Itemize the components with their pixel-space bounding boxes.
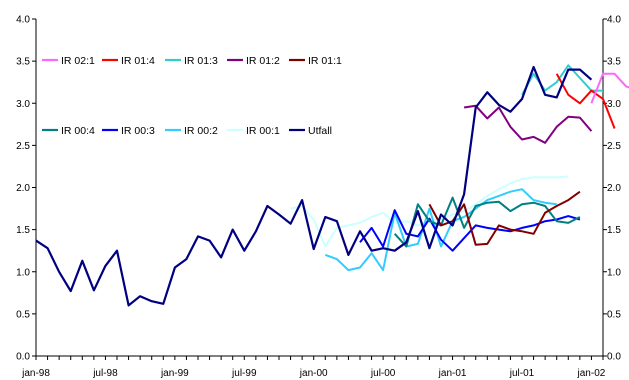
x-tick-label: jan-02: [577, 368, 606, 379]
series-line-ir-00-3: [359, 209, 581, 252]
y-tick-label-left: 4.0: [16, 15, 30, 26]
y-tick-label-right: 2.0: [607, 183, 621, 194]
y-tick-label-left: 0.0: [16, 352, 30, 363]
y-tick-label-right: 0.0: [607, 352, 621, 363]
series-line-ir-02-1: [590, 72, 629, 104]
series-line-utfall: [35, 65, 593, 307]
x-tick-label: jul-00: [370, 368, 396, 379]
y-tick-label-right: 1.5: [607, 225, 621, 236]
y-tick-label-left: 3.0: [16, 99, 30, 110]
legend-label-ir-01-4: IR 01:4: [121, 55, 155, 67]
y-tick-label-left: 3.5: [16, 57, 30, 68]
legend: IR 02:1 IR 01:4 IR 01:3 IR 01:2 IR 01:1 IR 00…: [42, 55, 342, 137]
x-tick-label: jan-99: [160, 368, 189, 379]
y-tick-label-right: 3.5: [607, 57, 621, 68]
y-tick-label-left: 1.0: [16, 267, 30, 278]
series-line-ir-01-2: [463, 104, 593, 144]
legend-label-ir-01-3: IR 01:3: [184, 55, 218, 67]
y-tick-label-left: 2.5: [16, 141, 30, 152]
y-tick-label-left: 0.5: [16, 309, 30, 320]
series-line-ir-00-2: [324, 188, 557, 272]
legend-label-ir-00-2: IR 00:2: [184, 125, 218, 137]
series-line-ir-00-4: [393, 196, 581, 248]
x-tick-label: jul-98: [92, 368, 118, 379]
legend-label-ir-00-1: IR 00:1: [246, 125, 280, 137]
x-tick-label: jan-98: [21, 368, 50, 379]
legend-label-ir-02-1: IR 02:1: [61, 55, 95, 67]
legend-label-ir-00-4: IR 00:4: [61, 125, 95, 137]
series-line-ir-01-4: [555, 73, 616, 129]
legend-label-ir-01-1: IR 01:1: [308, 55, 342, 67]
y-tick-label-right: 4.0: [607, 15, 621, 26]
y-tick-label-right: 1.0: [607, 267, 621, 278]
tick-labels: 0.0 0.0 0.5 0.5 1.0 1.0 1.5 1.5 2.0 2.0 2.5 2.5 3.0 3…: [16, 15, 621, 380]
x-tick-label: jan-01: [438, 368, 467, 379]
y-tick-label-left: 1.5: [16, 225, 30, 236]
y-tick-label-left: 2.0: [16, 183, 30, 194]
series-line-ir-01-3: [521, 64, 603, 96]
x-tick-label: jul-99: [231, 368, 257, 379]
y-tick-label-right: 2.5: [607, 141, 621, 152]
x-tick-label: jul-01: [509, 368, 535, 379]
legend-label-utfall: Utfall: [308, 125, 332, 137]
x-tick-label: jan-00: [299, 368, 328, 379]
legend-label-ir-00-3: IR 00:3: [121, 125, 155, 137]
series-lines: [35, 64, 629, 307]
y-tick-label-right: 3.0: [607, 99, 621, 110]
legend-label-ir-01-2: IR 01:2: [246, 55, 280, 67]
y-tick-label-right: 0.5: [607, 309, 621, 320]
